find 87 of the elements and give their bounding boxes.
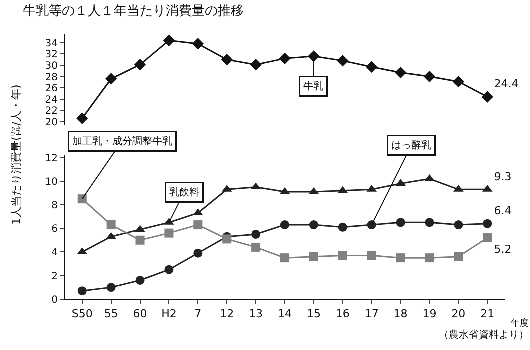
- y-tick-label: 20: [45, 117, 58, 128]
- point: [136, 236, 145, 245]
- point: [396, 254, 406, 263]
- point: [279, 52, 291, 65]
- point: [106, 220, 116, 230]
- data-label: 6.4: [494, 204, 512, 218]
- data-label: 5.2: [494, 242, 512, 256]
- data-label: 9.3: [494, 170, 512, 184]
- point: [280, 220, 290, 230]
- y-tick-label: 30: [45, 60, 58, 72]
- x-tick-label: 16: [336, 308, 350, 321]
- point: [483, 219, 492, 228]
- point: [452, 76, 465, 88]
- point: [252, 230, 261, 239]
- point: [454, 252, 464, 262]
- point: [192, 38, 204, 50]
- x-tick-label: 14: [278, 308, 292, 321]
- point: [482, 91, 494, 103]
- point: [394, 66, 407, 79]
- y-tick-label: 22: [45, 106, 58, 118]
- point: [367, 251, 376, 260]
- point: [425, 218, 434, 228]
- text: 加工乳・成分調整牛乳: [72, 136, 172, 148]
- x-tick-label: H2: [162, 308, 177, 321]
- point: [425, 254, 434, 263]
- point: [280, 254, 290, 263]
- x-tick-label: 55: [104, 308, 118, 321]
- point: [222, 234, 232, 244]
- x-tick-label: 21: [480, 308, 495, 321]
- y-tick-label: 4: [52, 248, 58, 259]
- y-tick-label: 34: [45, 38, 58, 50]
- x-tick-label: 17: [364, 308, 379, 321]
- data-label: 24.4: [494, 78, 519, 91]
- point: [105, 73, 118, 85]
- chart-title: 牛乳等の１人１年当たり消費量の推移: [23, 4, 244, 19]
- point: [194, 248, 203, 258]
- y-tick-label: 10: [45, 176, 58, 188]
- y-axis-title: 1人当たり消費量(㍑/人・年): [10, 84, 24, 226]
- y-tick-label: 24: [45, 94, 58, 106]
- y-tick-label: 8: [52, 200, 58, 212]
- point: [454, 220, 464, 230]
- series-label: 乳飲料: [170, 186, 200, 198]
- point: [424, 70, 436, 83]
- legend-label: 牛乳: [304, 80, 324, 92]
- point: [221, 54, 233, 66]
- point: [194, 220, 203, 230]
- point: [134, 59, 146, 71]
- x-axis-title: 年度: [511, 318, 529, 329]
- x-tick-label: S50: [72, 308, 93, 321]
- y-tick-label: 32: [45, 50, 58, 61]
- x-tick-label: 19: [422, 308, 437, 321]
- point: [135, 225, 146, 232]
- y-tick-label: 28: [45, 72, 58, 84]
- x-tick-label: 12: [220, 308, 234, 321]
- y-tick-label: 12: [45, 153, 58, 164]
- point: [106, 283, 116, 292]
- x-tick-label: 7: [194, 308, 202, 321]
- x-tick-label: 60: [133, 308, 148, 321]
- point: [76, 112, 88, 124]
- y-tick-label: 0: [52, 294, 58, 306]
- x-tick-label: 15: [306, 308, 321, 321]
- point: [164, 265, 174, 274]
- point: [483, 234, 492, 243]
- point: [396, 218, 406, 228]
- x-tick-label: 18: [394, 308, 408, 321]
- y-tick-label: 2: [52, 271, 58, 282]
- point: [164, 228, 174, 238]
- point: [367, 220, 376, 230]
- y-tick-label: 26: [45, 84, 58, 95]
- point: [78, 286, 87, 296]
- point: [309, 252, 318, 262]
- y-tick-label: 6: [52, 224, 58, 236]
- text: （農水省資料より）: [439, 329, 529, 341]
- x-tick-label: 13: [249, 308, 264, 321]
- point: [78, 194, 87, 204]
- point: [163, 34, 176, 46]
- point: [252, 242, 261, 252]
- text: はっ酵乳: [392, 140, 432, 152]
- point: [338, 251, 348, 260]
- point: [338, 222, 348, 232]
- point: [309, 220, 318, 230]
- point: [366, 61, 378, 74]
- point: [250, 59, 262, 71]
- point: [396, 179, 406, 186]
- point: [136, 276, 145, 285]
- x-tick-label: 20: [452, 308, 466, 321]
- point: [337, 55, 349, 67]
